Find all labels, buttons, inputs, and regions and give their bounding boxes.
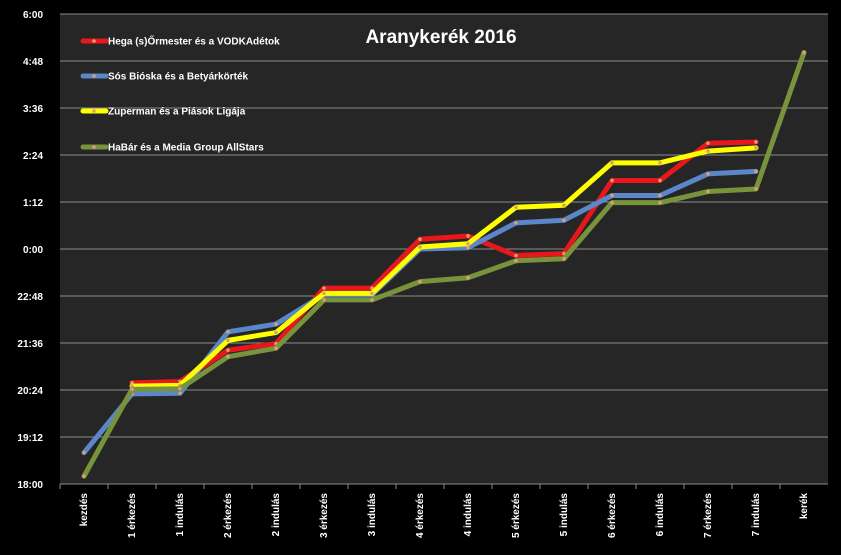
- y-tick-label: 20:24: [17, 386, 43, 397]
- data-point: [658, 200, 662, 205]
- series-4: [81, 50, 807, 479]
- data-point: [562, 218, 566, 223]
- data-point: [514, 221, 518, 225]
- y-tick-label: 19:12: [17, 433, 43, 444]
- data-point: [322, 286, 326, 290]
- legend-marker: [92, 74, 96, 78]
- data-point: [178, 386, 182, 391]
- data-point: [754, 146, 758, 150]
- legend-marker: [92, 109, 96, 113]
- data-point: [82, 474, 86, 478]
- data-point: [706, 141, 710, 146]
- data-point: [322, 291, 326, 296]
- data-point: [514, 258, 518, 263]
- x-tick-label: kezdés: [79, 493, 90, 527]
- data-point: [82, 450, 86, 455]
- data-point: [274, 322, 278, 326]
- series-line: [129, 139, 759, 386]
- data-point: [466, 241, 470, 246]
- data-point: [754, 140, 758, 144]
- data-point: [802, 50, 806, 55]
- x-tick-label: 1 indulás: [175, 493, 186, 537]
- y-axis-ticks: 18:00 19:12 20:24 21:36 22:48 0:00 1:12 2:24 3:3…: [17, 10, 43, 491]
- data-point: [130, 387, 134, 392]
- x-tick-label: 4 érkezés: [415, 493, 426, 538]
- x-tick-label: 5 indulás: [559, 493, 570, 537]
- data-point: [466, 245, 470, 250]
- data-point: [658, 161, 662, 165]
- series-lines: [81, 50, 807, 479]
- x-tick-label: 5 érkezés: [511, 493, 522, 538]
- x-tick-label: 6 indulás: [655, 493, 666, 537]
- x-tick-label: 2 indulás: [271, 493, 282, 537]
- series-line: [129, 145, 759, 389]
- data-point: [658, 193, 662, 198]
- data-point: [370, 298, 374, 302]
- data-point: [514, 205, 518, 210]
- data-point: [370, 291, 374, 296]
- data-point: [562, 203, 566, 208]
- legend-label: Sós Bióska és a Betyárkörték: [108, 72, 249, 83]
- data-point: [754, 169, 758, 174]
- y-tick-label: 6:00: [23, 10, 43, 21]
- y-tick-label: 0:00: [23, 245, 43, 256]
- legend-label: Hega (s)Őrmester és a VODKAdétok: [108, 35, 280, 48]
- y-tick-label: 18:00: [17, 480, 43, 491]
- data-point: [226, 354, 230, 359]
- y-tick-label: 21:36: [17, 339, 43, 350]
- y-tick-label: 4:48: [23, 57, 43, 68]
- x-tick-label: 3 indulás: [367, 493, 378, 537]
- series-3: [129, 145, 759, 389]
- x-tick-label: 2 érkezés: [223, 493, 234, 538]
- data-point: [418, 279, 422, 284]
- data-point: [418, 245, 422, 249]
- legend-label: Zuperman és a Piások Ligája: [108, 107, 246, 118]
- data-point: [610, 178, 614, 183]
- data-point: [418, 237, 422, 242]
- x-tick-label: 4 indulás: [463, 493, 474, 537]
- series-line: [81, 50, 807, 479]
- data-point: [610, 200, 614, 205]
- data-point: [562, 256, 566, 261]
- y-tick-label: 22:48: [17, 292, 43, 303]
- x-axis-ticks: kezdés 1 érkezés 1 indulás 2 érkezés 2 indul…: [59, 483, 828, 538]
- y-tick-label: 2:24: [23, 151, 43, 162]
- chart-title: Aranykerék 2016: [365, 27, 516, 48]
- y-tick-label: 1:12: [23, 198, 43, 209]
- data-point: [226, 330, 230, 334]
- data-point: [274, 330, 278, 335]
- x-tick-label: 7 indulás: [751, 493, 762, 537]
- legend-label: HaBár és a Media Group AllStars: [108, 143, 264, 154]
- data-point: [754, 187, 758, 191]
- data-point: [610, 161, 614, 165]
- x-tick-label: 6 érkezés: [607, 493, 618, 538]
- data-point: [226, 348, 230, 352]
- data-point: [706, 149, 710, 153]
- data-point: [322, 298, 326, 302]
- data-point: [610, 193, 614, 198]
- data-point: [178, 391, 182, 396]
- data-point: [466, 275, 470, 280]
- legend-marker: [92, 145, 96, 149]
- legend: Hega (s)Őrmester és a VODKAdétok Sós Biós…: [80, 35, 280, 154]
- data-point: [706, 172, 710, 176]
- x-tick-label: 3 érkezés: [319, 493, 330, 538]
- data-point: [658, 178, 662, 183]
- data-point: [466, 234, 470, 238]
- data-point: [226, 338, 230, 343]
- x-tick-label: 1 érkezés: [127, 493, 138, 538]
- y-tick-label: 3:36: [23, 104, 43, 115]
- data-point: [514, 253, 518, 258]
- data-point: [274, 346, 278, 351]
- legend-marker: [92, 39, 96, 43]
- data-point: [706, 189, 710, 194]
- x-tick-label: kerék: [799, 493, 810, 520]
- x-tick-label: 7 érkezés: [703, 493, 714, 538]
